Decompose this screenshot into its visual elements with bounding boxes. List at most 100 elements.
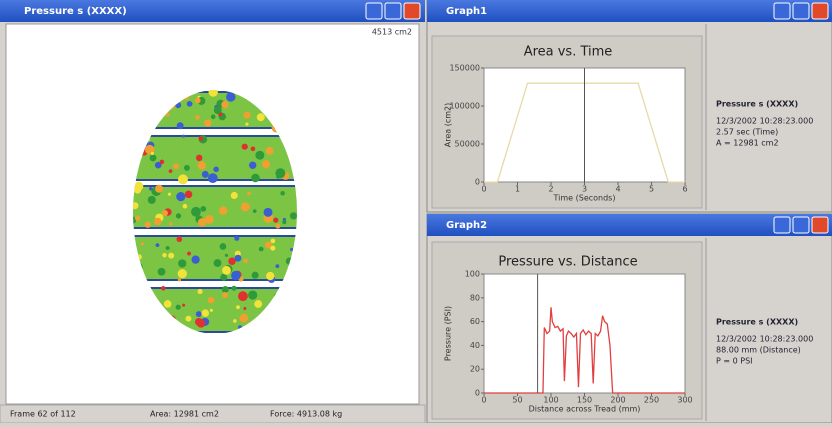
x-tick-label: 150 (577, 396, 592, 405)
pressure-spot (205, 215, 214, 224)
pressure-spot (222, 292, 228, 298)
pressure-spot (270, 246, 275, 251)
pressure-spot (252, 272, 259, 279)
info-text: 12/3/2002 10:28:23.000 (716, 117, 813, 126)
pressure-spot (154, 218, 162, 226)
x-tick-label: 3 (582, 185, 587, 194)
y-tick-label: 20 (470, 365, 480, 374)
pressure-spot (275, 224, 280, 229)
pressure-spot (158, 268, 166, 276)
pressure-spot (198, 161, 206, 169)
y-tick-label: 150000 (449, 64, 480, 73)
close-button[interactable] (812, 3, 828, 19)
pressure-spot (234, 236, 239, 241)
pressure-spot (239, 314, 248, 323)
pressure-spot (191, 207, 201, 217)
pressure-spot (168, 253, 174, 259)
pressure-spot (202, 309, 209, 316)
x-axis-label: Distance across Tread (mm) (529, 405, 641, 414)
pressure-spot (182, 135, 185, 138)
y-tick-label: 40 (470, 341, 480, 350)
pressure-spot (169, 222, 172, 225)
pressure-spot (162, 253, 166, 257)
pressure-spot (235, 255, 242, 262)
pressure-spot (214, 106, 222, 114)
pressure-spot (178, 259, 186, 267)
pressure-spot (166, 246, 170, 250)
pressure-spot (290, 212, 297, 219)
pressure-spot (185, 191, 192, 198)
pressure-spot (244, 112, 251, 119)
pressure-spot (222, 286, 229, 293)
pressure-spot (226, 92, 235, 101)
maximize-button[interactable] (793, 3, 809, 19)
pressure-spot (145, 221, 152, 228)
pressure-spot (213, 167, 219, 173)
pressure-spot (214, 259, 222, 267)
pressure-spot (249, 162, 256, 169)
minimize-button[interactable] (774, 3, 790, 19)
pressure-spot (176, 213, 181, 218)
pressure-spot (195, 98, 201, 104)
pressure-spot (202, 171, 209, 178)
pressure-spot (178, 174, 188, 184)
x-tick-label: 250 (644, 396, 659, 405)
page: Pressure s (XXXX) 4513 cm2 Frame 62 of 1… (0, 0, 832, 427)
info-text: 2.57 sec (Time) (716, 128, 778, 137)
window-title: Pressure s (XXXX) (24, 6, 127, 17)
minimize-button[interactable] (774, 217, 790, 233)
minimize-button[interactable] (366, 3, 382, 19)
pressure-spot (204, 119, 211, 126)
info-text: 12/3/2002 10:28:23.000 (716, 335, 813, 344)
maximize-button[interactable] (385, 3, 401, 19)
pressure-spot (220, 243, 227, 250)
pressure-spot (280, 191, 284, 195)
pressure-spot (150, 154, 157, 161)
y-tick-label: 80 (470, 293, 480, 302)
window-title: Graph1 (446, 6, 487, 17)
pressure-spot (231, 271, 241, 281)
pressure-spot (155, 185, 163, 193)
close-button[interactable] (404, 3, 420, 19)
y-tick-label: 0 (475, 389, 480, 398)
y-tick-label: 100000 (449, 102, 480, 111)
pressure-spot (162, 210, 168, 216)
pressure-spot (198, 136, 203, 141)
pressure-spot (225, 254, 228, 257)
pressure-spot (168, 193, 171, 196)
x-tick-label: 1 (515, 185, 520, 194)
pressure-spot (178, 269, 187, 278)
pressure-spot (193, 256, 198, 261)
x-tick-label: 0 (481, 396, 486, 405)
x-tick-label: 200 (610, 396, 625, 405)
pressure-spot (196, 311, 202, 317)
x-tick-label: 0 (481, 185, 486, 194)
pressure-spot (220, 274, 227, 281)
pressure-spot (247, 191, 251, 195)
pressure-spot (231, 286, 236, 291)
chart-title: Pressure vs. Distance (498, 255, 637, 270)
maximize-button[interactable] (793, 217, 809, 233)
pressure-spot (210, 309, 213, 312)
pressure-spot (275, 168, 285, 178)
status-frame: Frame 62 of 112 (10, 410, 76, 419)
pressure-spot (141, 242, 144, 245)
y-axis-label: Pressure (PSI) (444, 306, 453, 361)
status-force: Force: 4913.08 kg (270, 410, 342, 419)
pressure-spot (160, 160, 165, 165)
pressure-spot (243, 259, 248, 264)
close-button[interactable] (812, 217, 828, 233)
screen: Pressure s (XXXX) 4513 cm2 Frame 62 of 1… (0, 0, 832, 423)
pressure-spot (241, 202, 250, 211)
pressure-spot (266, 272, 274, 280)
pressure-spot (183, 204, 188, 209)
info-text: P = 0 PSI (716, 357, 753, 366)
title-bar (427, 0, 832, 22)
pressure-spot (197, 319, 206, 328)
chart-title: Area vs. Time (524, 45, 613, 60)
info-text: 88.00 mm (Distance) (716, 346, 801, 355)
pressure-spot (164, 300, 172, 308)
pressure-spot (195, 115, 200, 120)
y-tick-label: 50000 (455, 140, 480, 149)
